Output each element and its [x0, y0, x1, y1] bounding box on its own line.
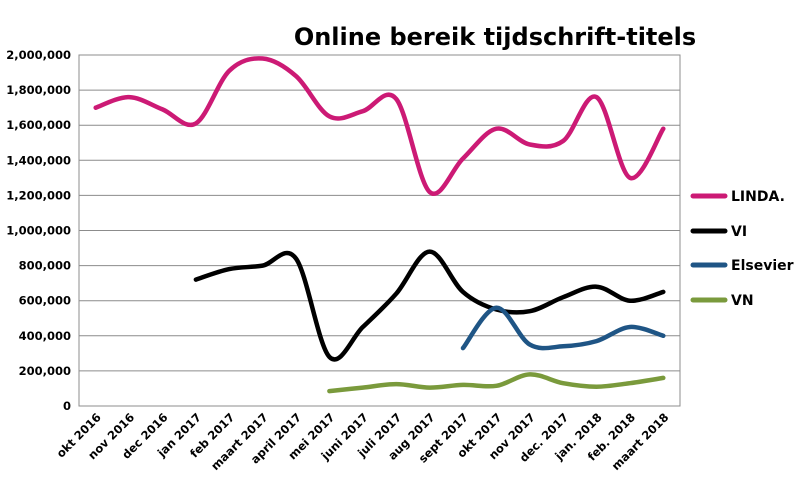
- plot-frame: [78, 54, 681, 407]
- series-lines: [93, 56, 666, 394]
- y-tick-label: 1,400,000: [6, 153, 71, 167]
- y-tick-label: 200,000: [19, 364, 71, 378]
- legend-label-linda: LINDA.: [731, 189, 785, 205]
- y-tick-label: 400,000: [19, 329, 71, 343]
- grid: [78, 54, 681, 407]
- y-tick-label: 1,000,000: [6, 224, 71, 238]
- legend-label-vi: VI: [731, 224, 747, 240]
- series-line-vn: [327, 372, 666, 394]
- y-tick-label: 1,800,000: [6, 83, 71, 97]
- y-tick-label: 1,200,000: [6, 188, 71, 202]
- series-line-linda: [93, 56, 666, 196]
- y-axis-ticks: 0 200,000 400,000 600,000 800,000 1,000,000 1,…: [6, 48, 71, 413]
- legend: LINDA. VI Elsevier VN: [690, 189, 794, 309]
- y-tick-label: 1,600,000: [6, 118, 71, 132]
- y-tick-label: 0: [63, 399, 71, 413]
- legend-label-vn: VN: [731, 293, 754, 309]
- chart-title: Online bereik tijdschrift-titels: [294, 23, 696, 51]
- y-tick-label: 2,000,000: [6, 48, 71, 62]
- y-tick-label: 800,000: [19, 259, 71, 273]
- series-line-elsevier: [460, 305, 666, 351]
- legend-label-elsevier: Elsevier: [731, 258, 794, 274]
- y-tick-label: 600,000: [19, 294, 71, 308]
- series-line-vi: [193, 249, 666, 362]
